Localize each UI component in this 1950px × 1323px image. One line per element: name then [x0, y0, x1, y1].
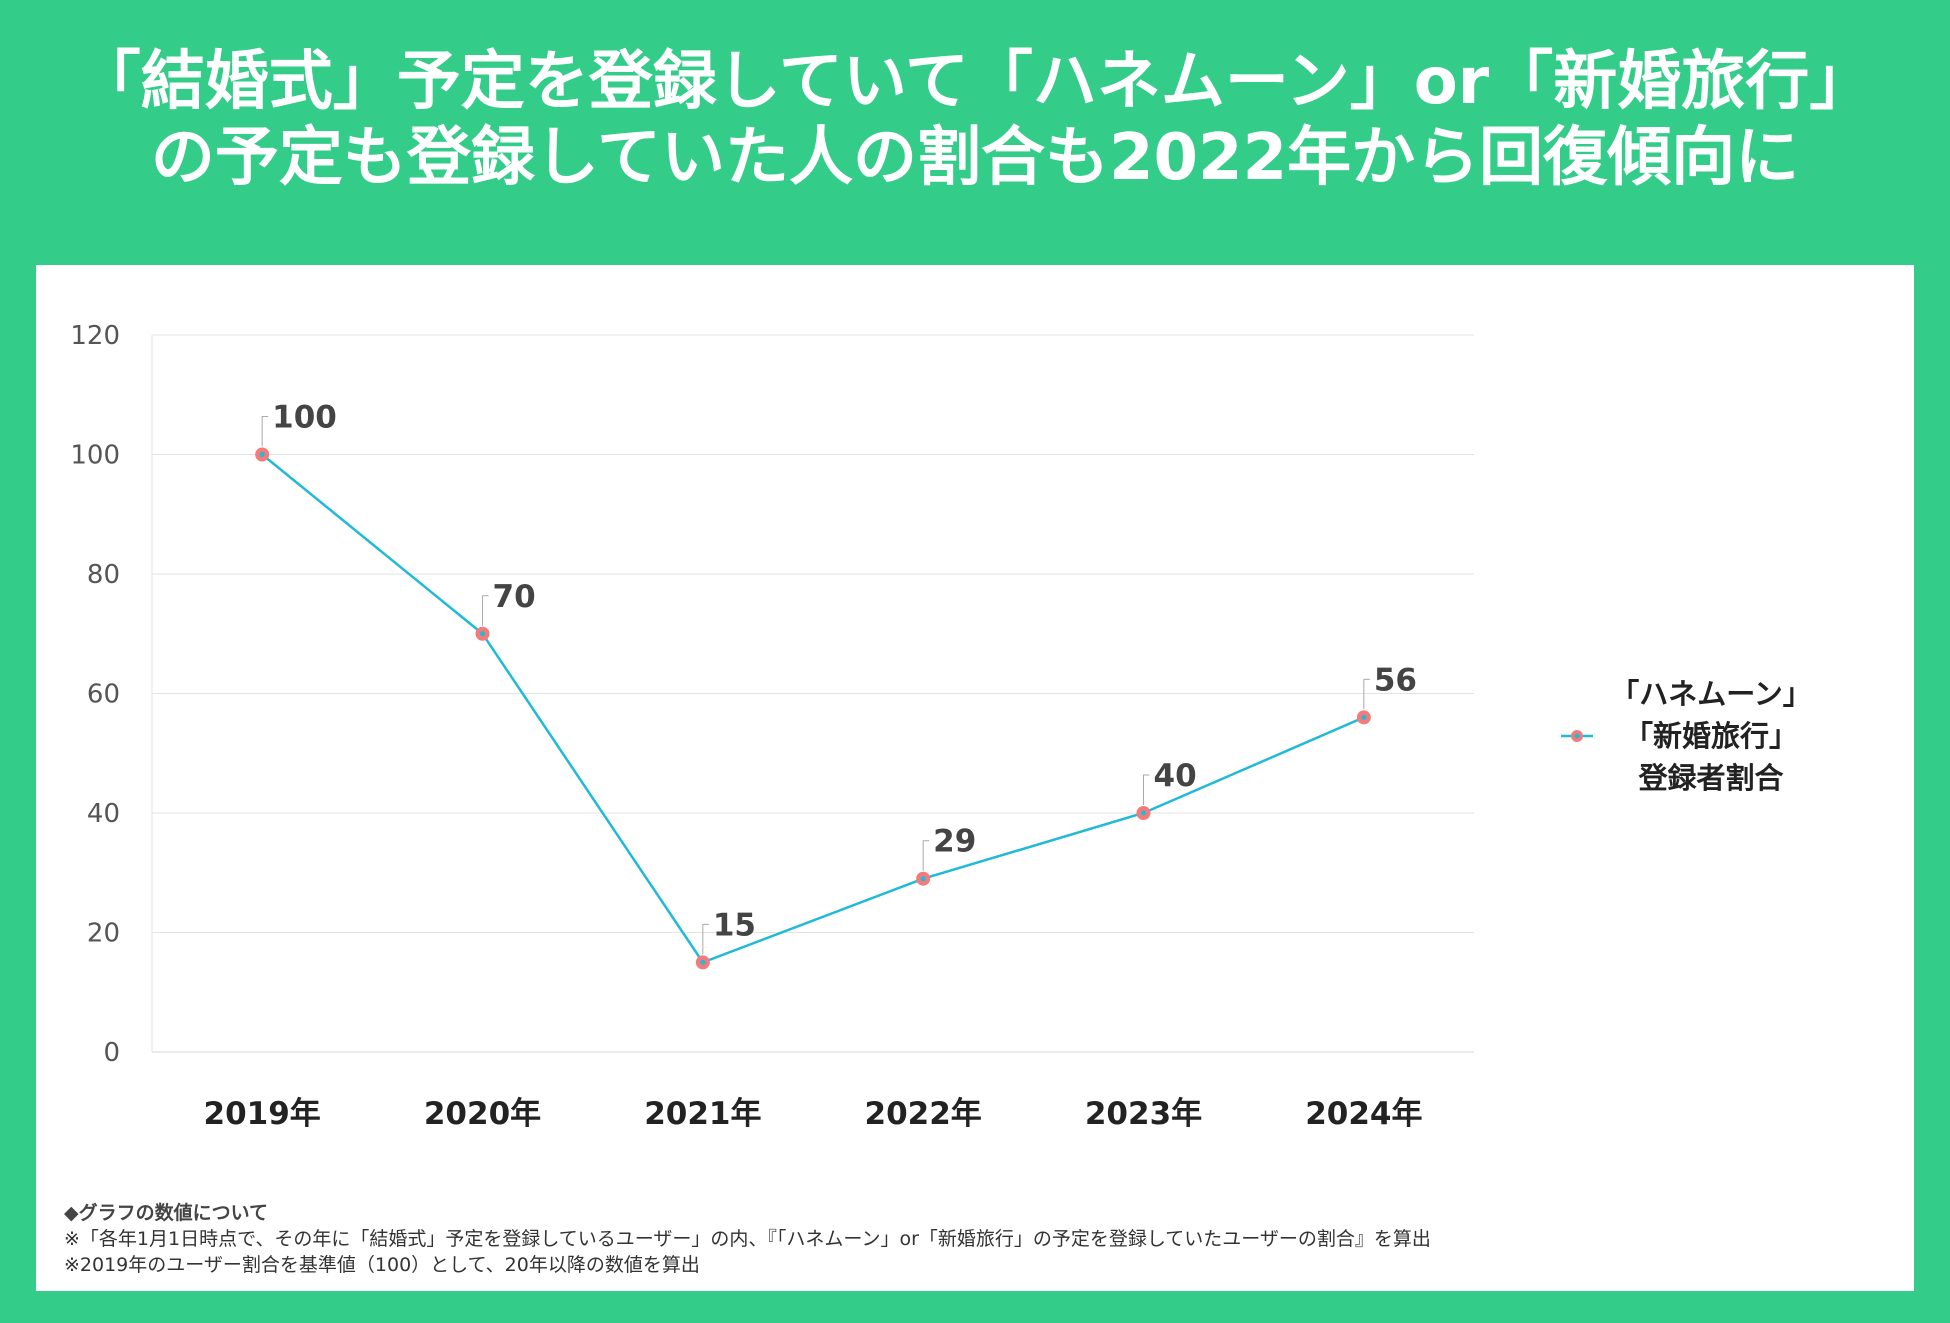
data-label-leader — [1143, 774, 1150, 805]
chart-panel: 0 20 40 60 80 100 120 2019年 2020年 2021年 2022年 2023… — [36, 265, 1914, 1291]
data-point-center — [259, 452, 265, 457]
x-tick-label: 2021年 — [644, 1096, 761, 1132]
legend-marker-center — [1574, 733, 1580, 739]
title-line-1: 「結婚式」予定を登録していて「ハネムーン」or「新婚旅行」 — [76, 45, 1874, 119]
chart-notes: ◆グラフの数値について ※「各年1月1日時点で、その年に「結婚式」予定を登録して… — [64, 1200, 1431, 1278]
y-axis-ticks: 0 20 40 60 80 100 120 — [70, 321, 120, 1068]
y-tick-label: 0 — [103, 1038, 120, 1068]
x-tick-label: 2020年 — [424, 1096, 541, 1132]
notes-line-1: ※「各年1月1日時点で、その年に「結婚式」予定を登録しているユーザー」の内、『「… — [64, 1228, 1431, 1250]
x-tick-label: 2022年 — [865, 1096, 982, 1132]
y-tick-label: 40 — [87, 799, 120, 829]
data-point-center — [1361, 714, 1367, 720]
series-line — [261, 453, 1365, 964]
data-label-leader — [922, 840, 930, 871]
data-label: 15 — [713, 907, 756, 943]
data-markers — [255, 447, 1371, 970]
data-label: 100 — [272, 400, 337, 436]
data-label-leader — [702, 923, 709, 955]
data-label-leader — [261, 416, 269, 447]
data-label-leader — [482, 595, 489, 626]
notes-line-2: ※2019年のユーザー割合を基準値（100）として、20年以降の数値を算出 — [64, 1254, 700, 1276]
y-tick-label: 100 — [70, 441, 120, 471]
data-label-leaders — [261, 416, 1370, 955]
data-point-center — [920, 876, 926, 882]
y-tick-label: 20 — [87, 919, 120, 949]
y-tick-label: 120 — [70, 321, 120, 351]
y-tick-label: 80 — [87, 560, 120, 590]
x-tick-label: 2023年 — [1085, 1096, 1202, 1132]
chart-title: 「結婚式」予定を登録していて「ハネムーン」or「新婚旅行」 の予定も登録していた… — [0, 44, 1950, 196]
data-label: 40 — [1154, 758, 1197, 794]
gridlines — [151, 334, 1474, 1053]
x-axis-labels: 2019年 2020年 2021年 2022年 2023年 2024年 — [204, 1096, 1423, 1132]
data-labels: 100 70 15 29 40 56 — [272, 400, 1417, 944]
data-label-leader — [1363, 678, 1370, 710]
title-line-2: の予定も登録していた人の割合も2022年から回復傾向に — [150, 121, 1800, 195]
x-tick-label: 2019年 — [204, 1096, 321, 1132]
legend-line-1: 「ハネムーン」 — [1610, 677, 1812, 711]
data-point-center — [480, 631, 485, 637]
line-chart: 0 20 40 60 80 100 120 2019年 2020年 2021年 2022年 2023… — [70, 321, 1812, 1132]
y-tick-label: 60 — [87, 680, 120, 710]
data-point-center — [700, 959, 706, 965]
x-tick-label: 2024年 — [1305, 1096, 1422, 1132]
legend-line-2: 「新婚旅行」 — [1624, 719, 1798, 753]
notes-heading: ◆グラフの数値について — [64, 1202, 269, 1224]
legend-line-3: 登録者割合 — [1637, 761, 1783, 795]
data-label: 29 — [933, 824, 976, 860]
data-label: 56 — [1374, 662, 1417, 698]
data-label: 70 — [493, 579, 536, 615]
legend: 「ハネムーン」 「新婚旅行」 登録者割合 — [1561, 677, 1812, 795]
data-point-center — [1141, 810, 1146, 816]
